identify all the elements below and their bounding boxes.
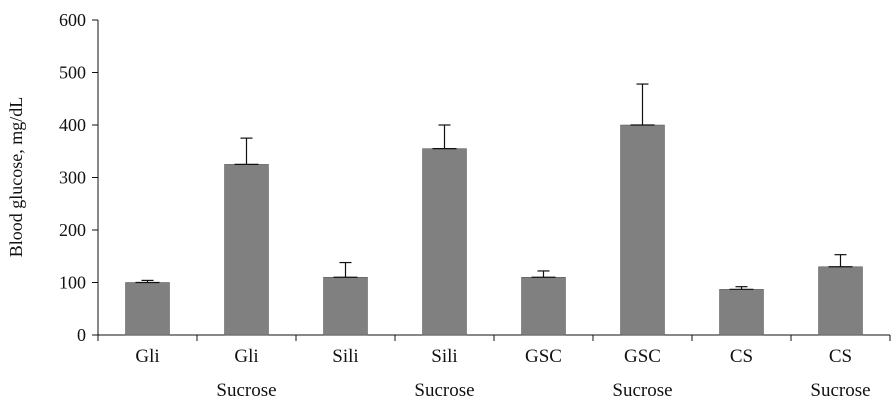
x-tick-label: Sili — [431, 346, 457, 367]
x-tick-label: Gli — [135, 346, 159, 367]
x-tick-label: CS — [829, 346, 852, 367]
y-tick-label: 500 — [59, 63, 86, 83]
y-axis-label: Blood glucose, mg/dL — [6, 97, 26, 258]
bar — [719, 289, 764, 336]
y-tick-label: 300 — [59, 168, 86, 188]
y-ticks: 0 100 200 300 400 500 600 — [59, 10, 891, 345]
bar — [125, 282, 170, 336]
x-tick-label: Sucrose — [612, 380, 672, 401]
bar — [323, 277, 368, 336]
bars — [125, 83, 863, 336]
bar — [620, 124, 665, 336]
x-tick-label: CS — [730, 346, 753, 367]
bar — [818, 266, 863, 336]
y-tick-label: 200 — [59, 220, 86, 240]
x-tick-label: Sucrose — [414, 380, 474, 401]
x-tick-label: GSC — [624, 346, 661, 367]
x-tick-label: Gli — [234, 346, 258, 367]
x-tick-label: Sucrose — [216, 380, 276, 401]
x-tick-label: Sucrose — [810, 380, 870, 401]
x-tick-label: Sili — [332, 346, 358, 367]
axes — [97, 20, 890, 336]
x-tick-labels: Gli Gli Sucrose Sili Sili Sucrose GSC GSC Sucros… — [135, 346, 870, 401]
bar — [422, 148, 467, 336]
bar — [521, 277, 566, 336]
y-tick-label: 400 — [59, 115, 86, 135]
x-tick-label: GSC — [525, 346, 562, 367]
y-tick-label: 600 — [59, 10, 86, 30]
bar — [224, 164, 269, 336]
y-tick-label: 0 — [77, 325, 86, 345]
y-tick-label: 100 — [59, 273, 86, 293]
